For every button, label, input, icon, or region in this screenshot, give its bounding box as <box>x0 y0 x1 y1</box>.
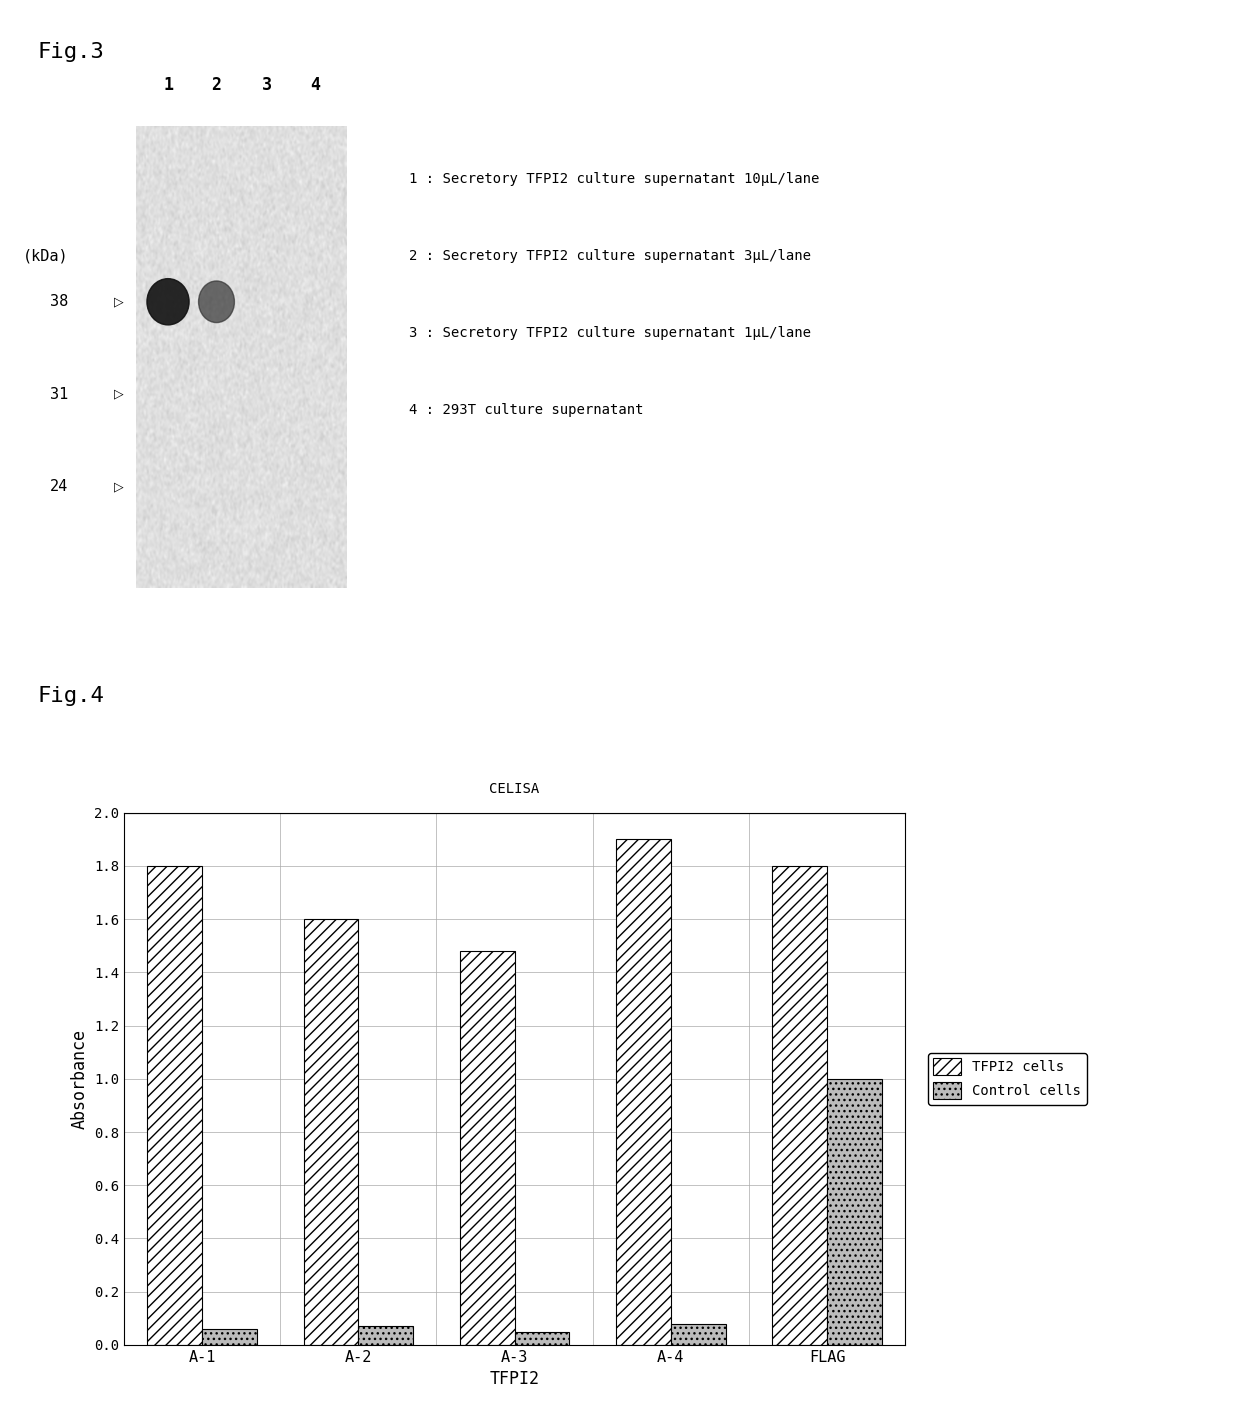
Text: 4: 4 <box>310 76 321 94</box>
Text: 3: 3 <box>262 76 272 94</box>
Text: 31: 31 <box>50 387 68 402</box>
Text: 2 : Secretory TFPI2 culture supernatant 3μL/lane: 2 : Secretory TFPI2 culture supernatant … <box>409 249 811 263</box>
Legend: TFPI2 cells, Control cells: TFPI2 cells, Control cells <box>928 1052 1086 1105</box>
X-axis label: TFPI2: TFPI2 <box>490 1370 539 1388</box>
Bar <box>827 1079 882 1345</box>
Bar <box>515 1331 569 1345</box>
Title: CELISA: CELISA <box>490 782 539 796</box>
Text: 24: 24 <box>50 479 68 495</box>
Bar <box>773 866 827 1345</box>
Text: Fig.3: Fig.3 <box>37 42 104 62</box>
Y-axis label: Absorbance: Absorbance <box>71 1028 88 1129</box>
Bar <box>148 866 202 1345</box>
Text: 4 : 293T culture supernatant: 4 : 293T culture supernatant <box>409 403 644 417</box>
Bar <box>358 1327 413 1345</box>
Bar <box>616 839 671 1345</box>
Ellipse shape <box>146 279 190 325</box>
Text: (kDa): (kDa) <box>22 248 68 263</box>
Bar <box>304 919 358 1345</box>
Text: ▷: ▷ <box>114 296 124 308</box>
Text: 2: 2 <box>212 76 222 94</box>
Bar <box>460 951 515 1345</box>
Text: 38: 38 <box>50 294 68 310</box>
Bar <box>202 1330 257 1345</box>
Text: ▷: ▷ <box>114 388 124 401</box>
Text: Fig.4: Fig.4 <box>37 686 104 706</box>
Text: 1 : Secretory TFPI2 culture supernatant 10μL/lane: 1 : Secretory TFPI2 culture supernatant … <box>409 172 820 186</box>
Text: 3 : Secretory TFPI2 culture supernatant 1μL/lane: 3 : Secretory TFPI2 culture supernatant … <box>409 326 811 340</box>
Text: 1: 1 <box>162 76 174 94</box>
Bar <box>671 1324 725 1345</box>
Ellipse shape <box>198 282 234 322</box>
Text: ▷: ▷ <box>114 481 124 493</box>
